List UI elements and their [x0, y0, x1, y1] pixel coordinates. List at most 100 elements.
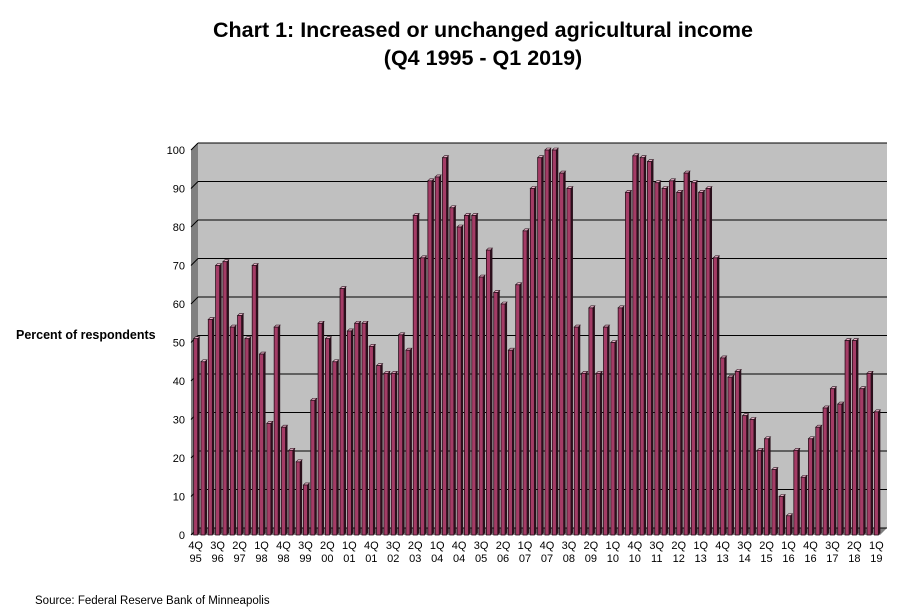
- bar-side: [234, 325, 237, 535]
- bar-face: [851, 340, 857, 536]
- bar: [353, 320, 362, 536]
- bar-side: [461, 225, 464, 535]
- bar-face: [749, 419, 755, 536]
- y-tick-label: 50: [173, 338, 185, 350]
- bar-face: [734, 370, 740, 536]
- bar-face: [595, 372, 601, 536]
- bar-side: [453, 205, 456, 535]
- bar-face: [317, 322, 323, 536]
- bar-side: [841, 402, 844, 535]
- bar-side: [439, 174, 442, 535]
- x-tick-year: 01: [365, 553, 377, 565]
- bar-face: [310, 399, 316, 536]
- bar-side: [300, 459, 303, 535]
- bar-side: [600, 371, 603, 535]
- bar-face: [786, 515, 791, 536]
- bar: [383, 370, 391, 536]
- bar-face: [712, 257, 718, 536]
- chart-title-line-2: (Q4 1995 - Q1 2019): [383, 46, 583, 70]
- bar-face: [830, 388, 835, 536]
- bar-side: [527, 228, 530, 535]
- bar-side: [658, 180, 661, 535]
- bar-side: [761, 448, 764, 535]
- bar-side: [710, 186, 713, 535]
- bar-side: [402, 332, 405, 535]
- bar-side: [666, 186, 669, 535]
- bar: [500, 301, 508, 536]
- x-tick-year: 15: [760, 553, 772, 565]
- y-axis-label: Percent of respondents: [16, 328, 156, 342]
- x-tick-quarter: 4Q: [452, 540, 467, 552]
- bar-side: [212, 317, 215, 535]
- x-tick-quarter: 2Q: [496, 540, 511, 552]
- bar-side: [636, 153, 639, 535]
- bar-face: [720, 357, 726, 536]
- bar: [858, 386, 867, 536]
- bar: [346, 328, 355, 536]
- x-tick-year: 06: [497, 553, 509, 565]
- x-tick-quarter: 1Q: [781, 540, 796, 552]
- bar-side: [278, 325, 281, 535]
- bar-face: [222, 261, 228, 536]
- bar-face: [705, 188, 711, 536]
- bar: [566, 186, 574, 536]
- bar: [793, 447, 801, 536]
- bar-side: [505, 302, 508, 535]
- bar-side: [805, 475, 808, 535]
- bar: [749, 417, 757, 536]
- bar: [588, 305, 596, 536]
- bar-face: [251, 265, 257, 536]
- gridline-side: [190, 181, 199, 189]
- bar-side: [263, 352, 266, 535]
- bar: [192, 336, 201, 536]
- bar-side: [314, 398, 317, 535]
- x-tick-quarter: 1Q: [430, 540, 445, 552]
- bar: [807, 436, 816, 536]
- bar-face: [625, 191, 630, 536]
- bar-side: [614, 340, 617, 535]
- bar: [493, 290, 501, 536]
- bar-face: [793, 449, 799, 536]
- x-tick-year: 11: [651, 553, 662, 565]
- bar: [815, 424, 823, 536]
- bar-side: [724, 355, 727, 535]
- bar: [536, 155, 545, 536]
- bar-face: [486, 249, 491, 536]
- bar-face: [229, 326, 235, 536]
- bar-side: [578, 325, 581, 535]
- x-tick-year: 96: [211, 553, 223, 565]
- bar-side: [226, 259, 229, 535]
- bar-face: [742, 415, 748, 536]
- bar-face: [808, 438, 813, 536]
- bar: [514, 282, 523, 536]
- bar-side: [446, 155, 449, 535]
- bar-side: [358, 321, 361, 535]
- bar: [441, 155, 450, 536]
- x-tick-quarter: 2Q: [232, 540, 247, 552]
- bar: [200, 359, 208, 536]
- bar-face: [303, 484, 308, 536]
- x-tick-year: 12: [673, 553, 685, 565]
- bar-face: [515, 284, 521, 536]
- bar-side: [351, 328, 354, 535]
- y-tick-label: 70: [173, 261, 185, 273]
- bar-side: [775, 467, 778, 535]
- bar: [727, 374, 735, 536]
- x-tick-quarter: 3Q: [562, 540, 577, 552]
- bar: [551, 147, 560, 536]
- bar: [419, 255, 428, 536]
- bar-side: [695, 180, 698, 535]
- gridline-side: [190, 296, 199, 305]
- bar-face: [647, 161, 652, 536]
- bar-side: [256, 263, 259, 535]
- bar-face: [281, 426, 286, 536]
- bar: [697, 190, 706, 536]
- bar: [822, 405, 830, 536]
- bar: [331, 359, 340, 536]
- bar-face: [756, 449, 762, 536]
